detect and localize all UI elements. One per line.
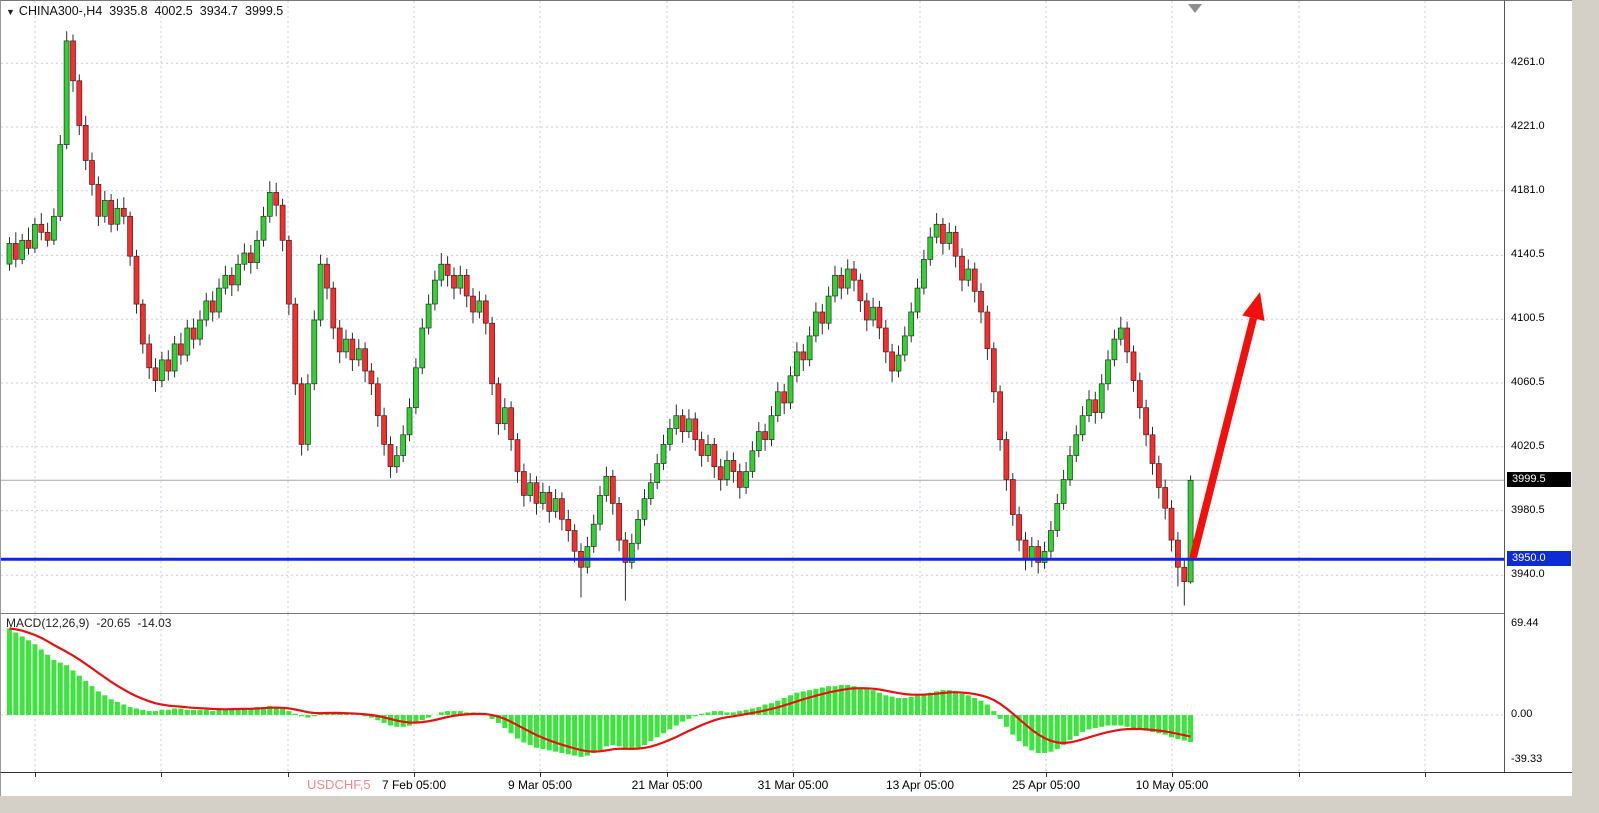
macd-signal-line	[9, 627, 1191, 753]
time-axis-label: 10 May 05:00	[1135, 778, 1209, 792]
time-axis-label: 9 Mar 05:00	[507, 778, 573, 792]
time-tick-mark	[414, 773, 415, 777]
time-tick-mark	[540, 773, 541, 777]
price-tick-label: 4140.5	[1511, 248, 1545, 260]
indicator-main-value: -20.65	[96, 616, 131, 630]
time-tick-mark	[793, 773, 794, 777]
open-value: 3935.8	[109, 4, 148, 18]
price-tick-label: 4100.5	[1511, 312, 1545, 324]
time-tick-mark	[1299, 773, 1300, 777]
price-tick-label: 4060.5	[1511, 376, 1545, 388]
chart-shift-marker-icon[interactable]	[1188, 4, 1202, 13]
macd-chart	[1, 614, 1505, 773]
candlestick-chart	[1, 1, 1505, 614]
time-axis-label: 25 Apr 05:00	[1011, 778, 1081, 792]
time-tick-mark	[1172, 773, 1173, 777]
indicator-name: MACD(12,26,9)	[6, 616, 90, 630]
indicator-signal-value: -14.03	[137, 616, 172, 630]
window-right-edge	[1572, 0, 1599, 813]
current-price-badge: 3999.5	[1507, 472, 1571, 487]
indicator-scale-label: -39.33	[1511, 753, 1543, 765]
price-scale[interactable]: 4261.0 4221.0 4181.0 4140.5 4100.5 4060.5 4020…	[1504, 0, 1572, 772]
window-bottom-edge	[0, 796, 1572, 813]
time-tick-mark	[161, 773, 162, 777]
price-tick-label: 4020.5	[1511, 440, 1545, 452]
time-axis-label: 7 Feb 05:00	[381, 778, 447, 792]
macd-grid	[1, 614, 1505, 773]
grid	[1, 1, 1505, 614]
candlestick-series	[6, 31, 1194, 606]
indicator-label: MACD(12,26,9) -20.65 -14.03	[6, 616, 171, 630]
low-value: 3934.7	[199, 4, 238, 18]
dropdown-icon[interactable]: ▼	[6, 7, 15, 17]
price-tick-label: 3980.5	[1511, 504, 1545, 516]
symbol-readout: ▼ CHINA300-,H4 3935.8 4002.5 3934.7 3999.5	[6, 4, 283, 18]
close-value: 3999.5	[245, 4, 284, 18]
price-tick-label: 4221.0	[1511, 120, 1545, 132]
indicator-scale-label: 0.00	[1511, 708, 1533, 720]
indicator-scale-label: 69.44	[1511, 617, 1539, 629]
time-tick-mark	[667, 773, 668, 777]
price-tick-label: 3940.0	[1511, 568, 1545, 580]
time-axis-label: 13 Apr 05:00	[885, 778, 955, 792]
price-tick-label: 4181.0	[1511, 184, 1545, 196]
price-tick-label: 4261.0	[1511, 56, 1545, 68]
main-chart-pane[interactable]	[0, 0, 1505, 614]
time-axis-label: 21 Mar 05:00	[631, 778, 703, 792]
macd-indicator-pane[interactable]	[0, 613, 1505, 773]
time-tick-mark	[1425, 773, 1426, 777]
background-symbol-label: USDCHF,5	[307, 777, 371, 792]
symbol-period-label: CHINA300-,H4	[18, 4, 103, 18]
time-tick-mark	[288, 773, 289, 777]
time-axis[interactable]: USDCHF,5 7 Feb 05:00 9 Mar 05:00 21 Mar 05…	[0, 772, 1572, 796]
time-tick-mark	[1046, 773, 1047, 777]
time-tick-mark	[920, 773, 921, 777]
trend-arrow-object[interactable]	[1189, 292, 1265, 559]
time-tick-mark	[35, 773, 36, 777]
time-axis-label: 31 Mar 05:00	[757, 778, 829, 792]
hline-price-badge: 3950.0	[1507, 551, 1571, 566]
high-value: 4002.5	[154, 4, 193, 18]
macd-histogram	[7, 628, 1194, 757]
